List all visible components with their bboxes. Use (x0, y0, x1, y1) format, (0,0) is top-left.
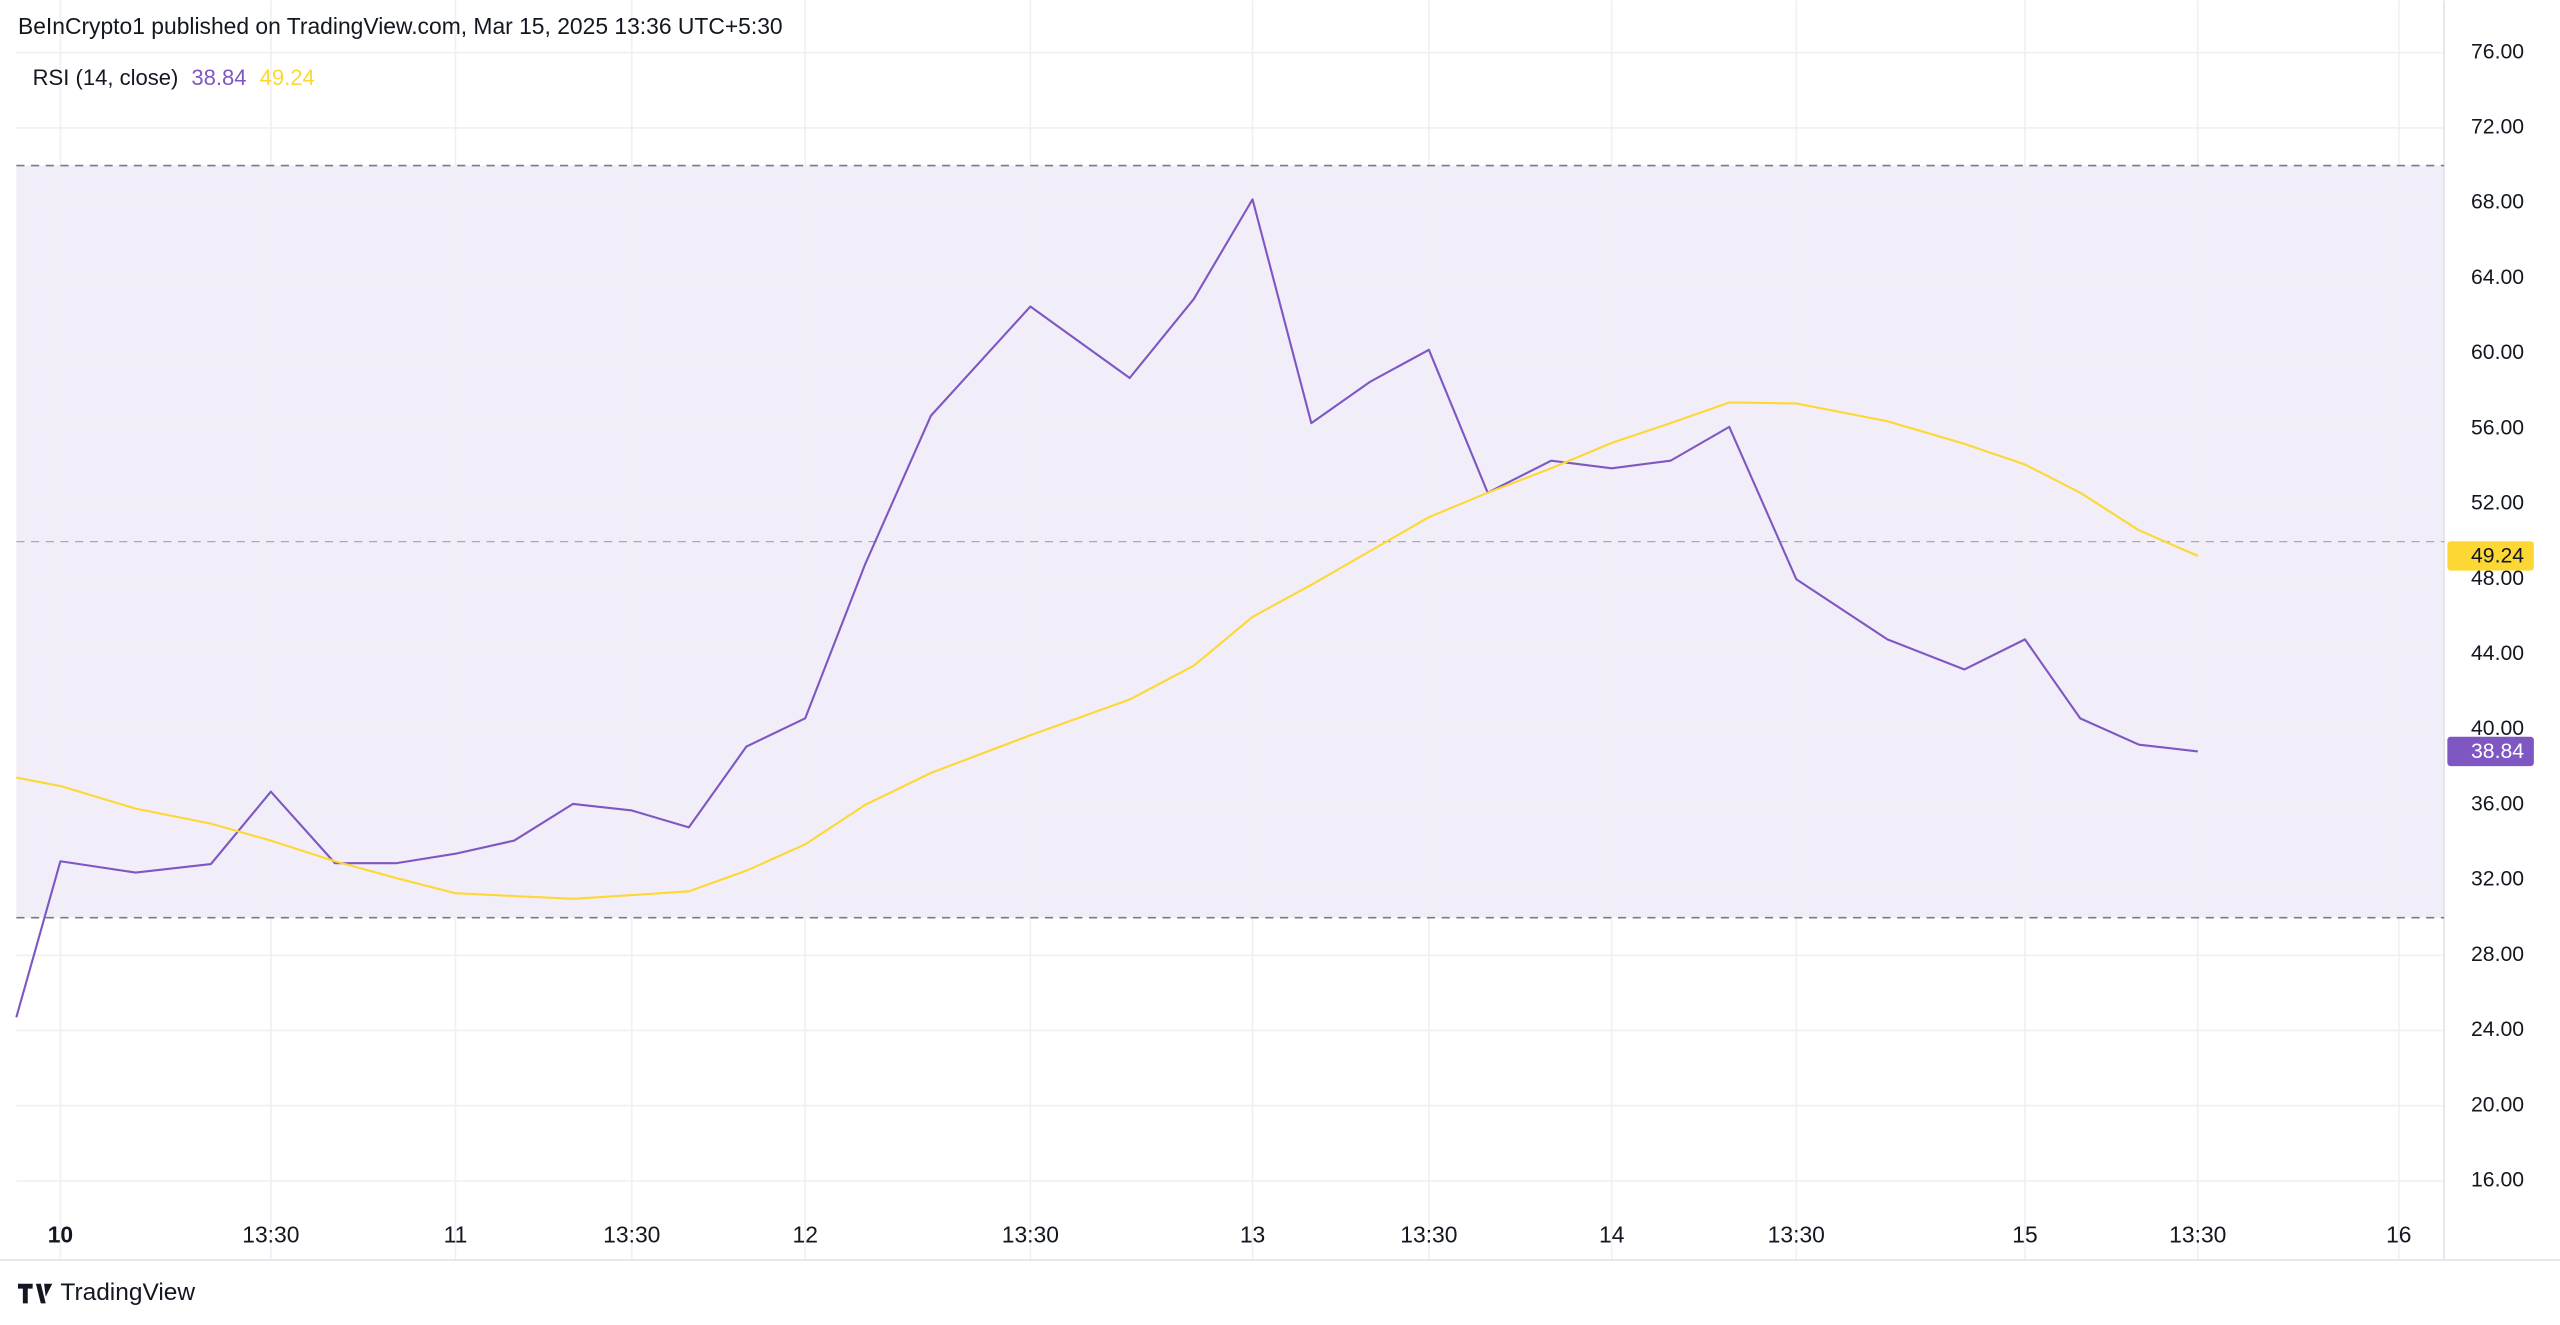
header: BeInCrypto1 published on TradingView.com… (18, 13, 783, 39)
legend-value: 38.84 (191, 65, 246, 90)
y-tick-label: 72.00 (2471, 116, 2524, 139)
y-tick-label: 52.00 (2471, 492, 2524, 515)
legend-title: RSI (14, close) (33, 65, 179, 90)
price-badge-label: 49.24 (2471, 544, 2524, 567)
y-tick-label: 20.00 (2471, 1093, 2524, 1116)
x-tick-label: 12 (792, 1221, 817, 1247)
price-badge-label: 38.84 (2471, 740, 2524, 763)
footer-logo: TradingView (17, 1279, 195, 1306)
x-tick-label: 13:30 (242, 1221, 299, 1247)
rsi-line (15, 198, 2198, 1018)
y-tick-label: 56.00 (2471, 416, 2524, 439)
y-tick-label: 76.00 (2471, 40, 2524, 63)
y-tick-label: 64.00 (2471, 266, 2524, 289)
x-tick-label: 14 (1599, 1221, 1625, 1247)
x-tick-label: 13:30 (603, 1221, 660, 1247)
price-badge (2447, 541, 2534, 571)
footer-brand: TradingView (60, 1279, 195, 1306)
y-tick-label: 68.00 (2471, 191, 2524, 214)
x-tick-label: 15 (2012, 1221, 2037, 1247)
y-tick-label: 32.00 (2471, 868, 2524, 891)
plot-background (16, 0, 2445, 1260)
price-badge (2447, 736, 2534, 767)
x-tick-label: 10 (48, 1221, 73, 1247)
y-tick-label: 28.00 (2471, 943, 2524, 966)
rsi-line (16, 401, 2199, 900)
x-tick-label: 13 (1240, 1221, 1265, 1247)
y-tick-label: 36.00 (2471, 792, 2524, 815)
x-tick-label: 13:30 (1400, 1221, 1457, 1247)
y-tick-label: 40.00 (2471, 717, 2524, 740)
y-tick-label: 48.00 (2471, 567, 2524, 590)
y-tick-label: 16.00 (2471, 1169, 2524, 1192)
y-tick-label: 44.00 (2471, 642, 2524, 665)
legend-value: 49.24 (260, 65, 315, 90)
x-tick-label: 11 (444, 1221, 468, 1247)
logo-icon (17, 1283, 53, 1304)
x-tick-label: 13:30 (1768, 1221, 1825, 1247)
x-tick-label: 16 (2386, 1221, 2411, 1247)
x-tick-label: 13:30 (1002, 1221, 1059, 1247)
legend: RSI (14, close) 38.84 49.24 (33, 65, 315, 90)
x-tick-label: 13:30 (2169, 1221, 2226, 1247)
y-tick-label: 60.00 (2471, 341, 2524, 364)
y-tick-label: 24.00 (2471, 1018, 2524, 1041)
